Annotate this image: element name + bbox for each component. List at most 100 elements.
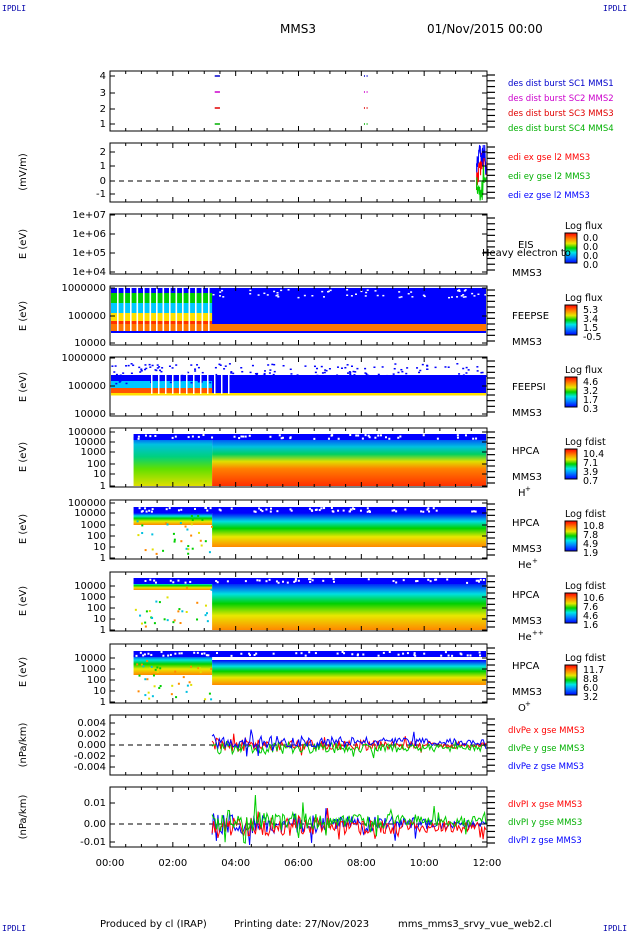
- feeps-e-speckle: [327, 290, 330, 293]
- feeps-i-speckle: [322, 380, 325, 382]
- divergence-series-line: [211, 740, 487, 759]
- hpca-speckle: [253, 510, 256, 513]
- y-tick-label: 1000000: [61, 353, 106, 364]
- hpca-speckle: [361, 437, 364, 440]
- hpca-speckle: [477, 579, 480, 582]
- hpca-speckle: [353, 508, 356, 511]
- feeps-i-speckle: [130, 363, 133, 365]
- hpca-speckle: [330, 507, 333, 510]
- hpca-speckle: [205, 654, 208, 657]
- hpca-scatter: [165, 522, 168, 525]
- feeps-i-speckle: [365, 374, 368, 376]
- hpca-speckle: [444, 651, 447, 654]
- hpca-speckle: [202, 434, 205, 437]
- feeps-i-speckle: [465, 372, 468, 374]
- spacecraft-name: MMS3: [512, 687, 542, 698]
- feeps-i-speckle: [298, 379, 301, 381]
- feeps-i-speckle: [376, 378, 379, 381]
- feeps-i-speckle: [161, 367, 164, 369]
- feeps-e-speckle: [457, 289, 460, 292]
- species-label: He: [518, 560, 532, 571]
- colorbar: [564, 664, 578, 696]
- feeps-i-speckle: [357, 379, 360, 381]
- hpca-speckle: [150, 510, 153, 513]
- feeps-i-gap: [151, 372, 153, 394]
- feeps-e-speckle: [311, 295, 314, 297]
- hpca-speckle: [343, 652, 346, 655]
- hpca-speckle: [135, 654, 138, 657]
- hpca-speckle: [330, 434, 333, 437]
- hpca-speckle: [138, 507, 141, 510]
- mission-title: MMS3: [280, 22, 316, 36]
- feeps-e-speckle: [410, 291, 413, 293]
- hpca-speckle: [142, 654, 145, 657]
- hpca-speckle: [469, 654, 472, 657]
- hpca-speckle: [187, 436, 190, 439]
- hpca-speckle: [368, 510, 371, 513]
- hpca-speckle: [209, 507, 212, 510]
- feeps-e-speckle: [249, 289, 252, 292]
- feeps-i-gap: [172, 372, 174, 394]
- feeps-e-speckle: [462, 294, 465, 296]
- y-axis-label: E (eV): [18, 301, 29, 331]
- feeps-e-speckle: [323, 296, 326, 298]
- hpca-scatter: [199, 539, 202, 542]
- feeps-i-speckle: [442, 379, 445, 382]
- colorbar-tick-label: 1.5: [583, 323, 598, 334]
- colorbar: [564, 232, 578, 264]
- y-tick-label: 1e+06: [72, 229, 106, 240]
- hpca-speckle: [309, 578, 312, 581]
- hpca-speckle: [374, 436, 377, 439]
- colorbar-tick-label: 0.0: [583, 233, 598, 244]
- hpca-scatter: [197, 667, 200, 670]
- hpca-high-energy-edge: [133, 651, 486, 657]
- feeps-i-speckle: [209, 381, 212, 384]
- hpca-speckle: [395, 581, 398, 584]
- x-tick-label: 02:00: [158, 858, 187, 869]
- y-tick-label: 100000: [68, 427, 106, 438]
- hpca-speckle: [332, 578, 335, 581]
- hpca-speckle: [218, 508, 221, 511]
- hpca-scatter: [144, 678, 147, 681]
- hpca-speckle: [194, 507, 197, 510]
- divergence-series-line: [211, 794, 487, 844]
- hpca-speckle: [144, 579, 147, 582]
- hpca-scatter: [208, 692, 211, 695]
- feeps-e-speckle: [462, 296, 465, 298]
- feeps-i-speckle: [114, 365, 117, 367]
- species-label: O: [518, 703, 526, 714]
- feeps-e-speckle: [321, 290, 324, 293]
- hpca-scatter: [187, 545, 190, 548]
- feeps-i-gap: [200, 372, 202, 394]
- y-axis-label: E (eV): [18, 586, 29, 616]
- feeps-i-speckle: [405, 372, 408, 375]
- hpca-scatter: [166, 596, 169, 599]
- hpca-speckle: [313, 437, 316, 440]
- instrument-name: HPCA: [512, 446, 540, 457]
- hpca-speckle: [315, 508, 318, 511]
- y-axis-label: E (eV): [18, 657, 29, 687]
- hpca-scatter: [204, 614, 207, 617]
- feeps-i-speckle: [154, 375, 157, 378]
- hpca-early-spectrum: [133, 582, 213, 590]
- hpca-speckle: [280, 437, 283, 440]
- legend-entry: edi ez gse l2 MMS3: [508, 191, 590, 201]
- hpca-scatter: [134, 608, 137, 611]
- hpca-speckle: [244, 435, 247, 438]
- hpca-scatter: [159, 685, 162, 688]
- feeps-e-speckle: [458, 290, 461, 293]
- hpca-speckle: [416, 579, 419, 582]
- hpca-scatter: [191, 547, 194, 550]
- hpca-scatter: [151, 695, 154, 698]
- hpca-speckle: [162, 654, 165, 657]
- hpca-speckle: [219, 509, 222, 512]
- feeps-i-speckle: [323, 378, 326, 381]
- hpca-speckle: [294, 579, 297, 582]
- feeps-i-gap: [158, 372, 160, 394]
- hpca-scatter: [197, 515, 200, 518]
- hpca-speckle: [197, 435, 200, 438]
- hpca-scatter: [186, 684, 189, 687]
- feeps-i-speckle: [456, 363, 459, 365]
- hpca-speckle: [415, 580, 418, 583]
- hpca-speckle: [154, 581, 157, 584]
